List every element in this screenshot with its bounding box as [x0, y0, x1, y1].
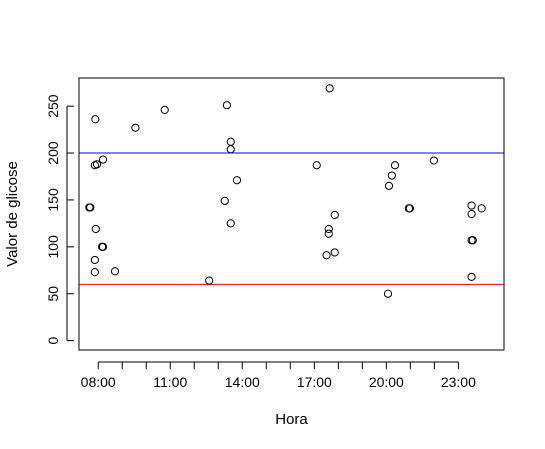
data-point: [429, 156, 438, 165]
data-point: [90, 255, 99, 265]
data-point: [232, 176, 242, 185]
reference-lines: [79, 152, 504, 285]
y-tick-label: 0: [45, 337, 61, 345]
x-tick-label: 08:00: [81, 374, 116, 390]
y-tick-label: 250: [45, 94, 61, 118]
data-point: [387, 171, 396, 180]
data-point: [322, 251, 331, 260]
data-point: [324, 229, 333, 238]
data-point: [226, 145, 235, 154]
x-tick-label: 17:00: [297, 374, 332, 390]
data-point: [98, 155, 108, 164]
y-axis-label: Valor de glicose: [4, 161, 21, 267]
data-point: [222, 101, 232, 110]
data-points: [85, 84, 486, 298]
data-point: [330, 248, 339, 257]
data-point: [405, 204, 414, 213]
x-axis-label: Hora: [275, 411, 308, 428]
x-axis: 08:00 11:00 14:00 17:00 20:00 23:00: [81, 361, 476, 390]
y-tick-label: 100: [45, 235, 61, 259]
y-tick-label: 200: [45, 141, 61, 165]
data-point: [325, 84, 334, 93]
data-point: [90, 268, 99, 277]
x-tick-label: 14:00: [225, 374, 260, 390]
x-tick-label: 20:00: [369, 374, 404, 390]
data-point: [220, 196, 229, 205]
data-point: [467, 272, 476, 281]
data-point: [98, 242, 108, 251]
data-point: [91, 224, 100, 234]
data-point: [330, 210, 339, 220]
data-point: [384, 181, 394, 190]
data-point: [86, 203, 95, 212]
data-point: [110, 267, 120, 276]
x-tick-label: 23:00: [441, 374, 476, 390]
data-point: [205, 276, 214, 285]
data-point: [160, 105, 169, 114]
data-point: [226, 137, 235, 146]
data-point: [383, 289, 393, 298]
data-point: [312, 161, 321, 170]
data-point: [226, 219, 235, 228]
data-point: [467, 209, 476, 219]
data-point: [92, 160, 102, 169]
data-point: [477, 204, 486, 213]
x-tick-label: 11:00: [153, 374, 187, 390]
data-point: [390, 161, 400, 170]
data-point: [468, 236, 477, 245]
y-axis: 0 50 100 150 200 250: [45, 94, 74, 345]
data-point: [131, 123, 140, 132]
data-point: [324, 224, 333, 234]
plot-box: [78, 77, 505, 351]
data-point: [467, 201, 476, 210]
data-point: [91, 115, 100, 124]
y-tick-label: 150: [45, 188, 61, 212]
y-tick-label: 50: [45, 286, 61, 302]
